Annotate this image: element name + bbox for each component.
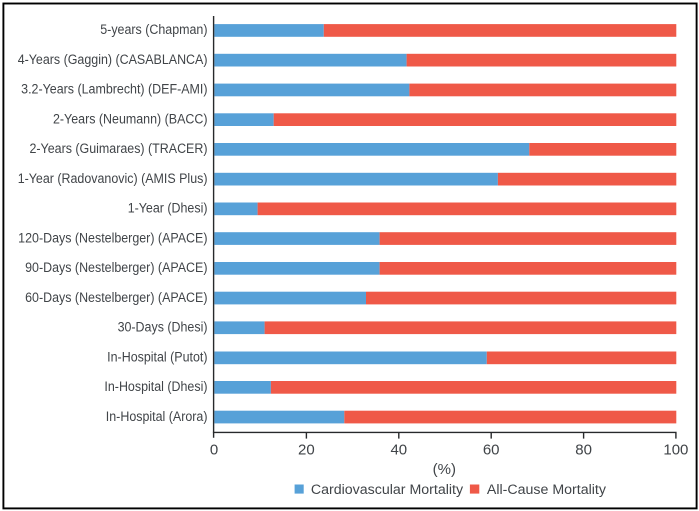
svg-text:All-Cause Mortality: All-Cause Mortality (487, 482, 607, 498)
svg-text:30-Days (Dhesi): 30-Days (Dhesi) (118, 319, 208, 335)
svg-text:1-Year (Radovanovic) (AMIS Plu: 1-Year (Radovanovic) (AMIS Plus) (18, 170, 208, 186)
svg-text:Cardiovascular Mortality: Cardiovascular Mortality (311, 482, 464, 498)
svg-text:3.2-Years (Lambrecht) (DEF-AMI: 3.2-Years (Lambrecht) (DEF-AMI) (21, 81, 207, 97)
svg-text:60: 60 (483, 442, 500, 459)
svg-text:4-Years (Gaggin) (CASABLANCA): 4-Years (Gaggin) (CASABLANCA) (18, 51, 208, 67)
svg-text:80: 80 (575, 442, 592, 459)
svg-text:0: 0 (210, 442, 218, 459)
svg-text:1-Year (Dhesi): 1-Year (Dhesi) (128, 200, 208, 216)
svg-text:120-Days (Nestelberger) (APACE: 120-Days (Nestelberger) (APACE) (18, 230, 207, 246)
svg-text:(%): (%) (433, 461, 456, 478)
svg-text:In-Hospital (Putot): In-Hospital (Putot) (107, 349, 207, 365)
svg-text:5-years (Chapman): 5-years (Chapman) (100, 22, 207, 38)
svg-text:In-Hospital (Arora): In-Hospital (Arora) (106, 408, 208, 424)
svg-text:20: 20 (298, 442, 315, 459)
svg-text:40: 40 (390, 442, 407, 459)
svg-text:100: 100 (663, 442, 688, 459)
svg-text:60-Days (Nestelberger) (APACE): 60-Days (Nestelberger) (APACE) (25, 289, 207, 305)
svg-text:90-Days (Nestelberger) (APACE): 90-Days (Nestelberger) (APACE) (25, 260, 207, 276)
svg-text:2-Years (Neumann) (BACC): 2-Years (Neumann) (BACC) (53, 111, 208, 127)
svg-text:2-Years (Guimaraes) (TRACER): 2-Years (Guimaraes) (TRACER) (29, 141, 207, 157)
svg-text:In-Hospital (Dhesi): In-Hospital (Dhesi) (104, 379, 207, 395)
